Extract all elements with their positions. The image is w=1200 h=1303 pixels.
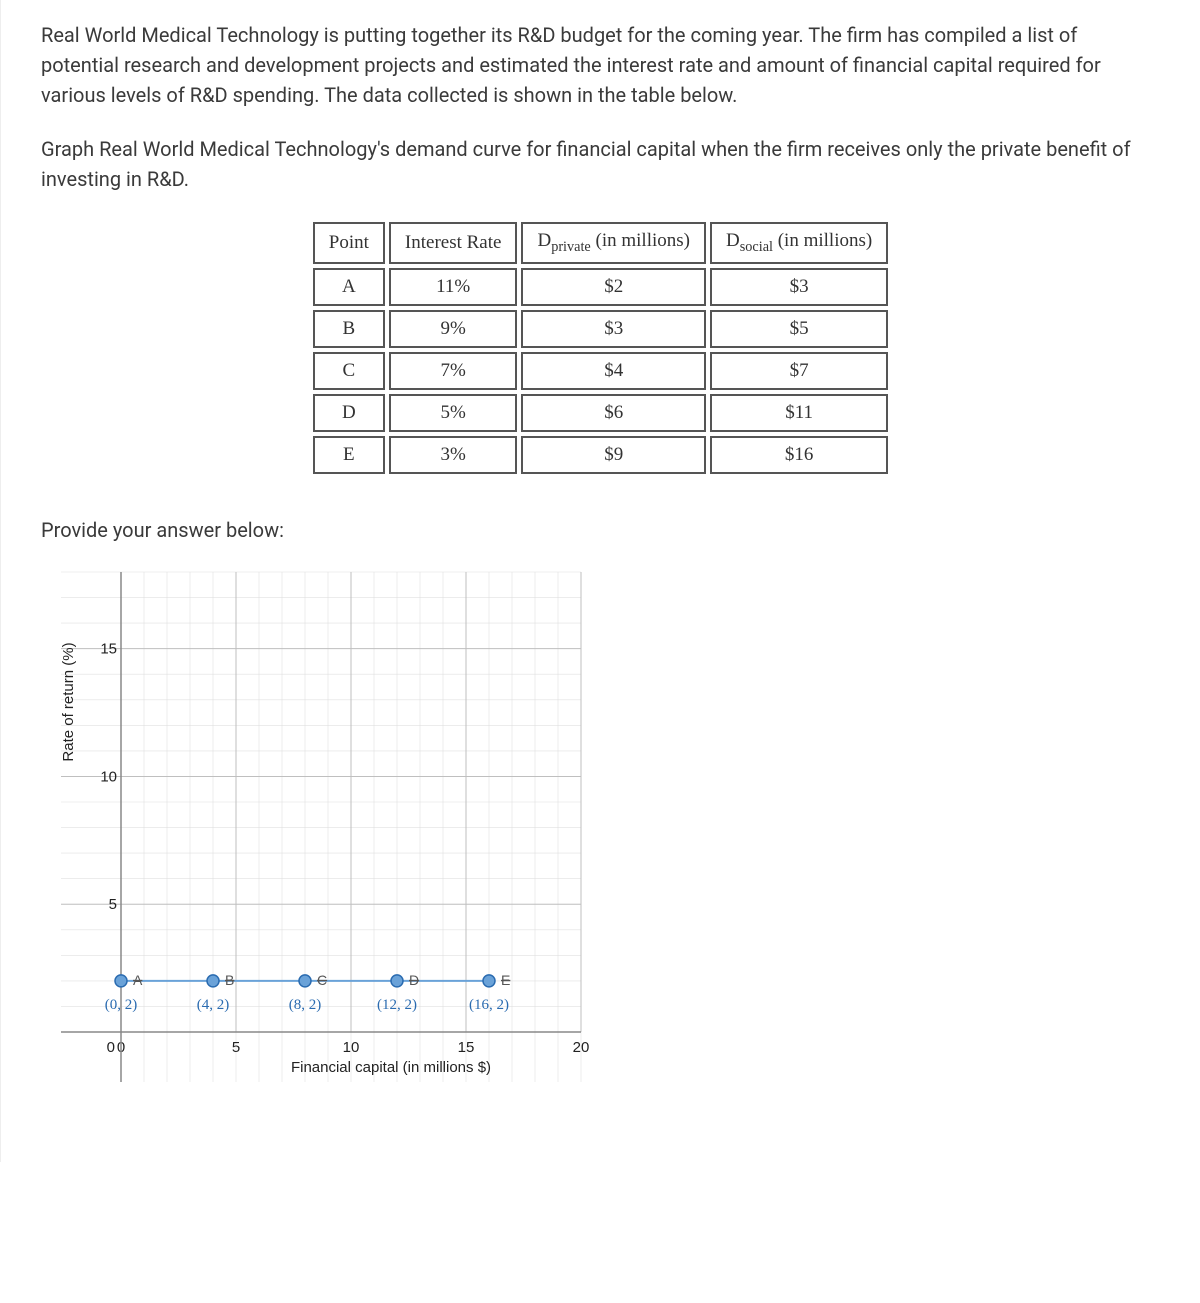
svg-text:20: 20 — [573, 1039, 590, 1056]
svg-text:B: B — [225, 972, 234, 988]
svg-text:D: D — [409, 972, 419, 988]
col-dprivate: Dprivate (in millions) — [521, 222, 706, 264]
table-cell: $5 — [710, 310, 888, 348]
svg-text:(16, 2): (16, 2) — [469, 997, 509, 1013]
svg-text:(12, 2): (12, 2) — [377, 997, 417, 1013]
table-cell: B — [313, 310, 385, 348]
table-cell: C — [313, 352, 385, 390]
svg-text:C: C — [317, 972, 327, 988]
data-table: Point Interest Rate Dprivate (in million… — [309, 218, 892, 478]
question-paragraph-1: Real World Medical Technology is putting… — [41, 20, 1160, 110]
table-row: B9%$3$5 — [313, 310, 888, 348]
svg-text:0: 0 — [107, 1039, 115, 1056]
table-cell: $9 — [521, 436, 706, 474]
svg-text:Rate of return (%): Rate of return (%) — [60, 642, 77, 761]
svg-text:E: E — [501, 972, 510, 988]
svg-text:10: 10 — [343, 1039, 360, 1056]
dsocial-sub: social — [740, 239, 773, 255]
svg-text:5: 5 — [232, 1039, 240, 1056]
table-cell: $7 — [710, 352, 888, 390]
svg-text:A: A — [133, 972, 143, 988]
table-cell: $3 — [521, 310, 706, 348]
table-cell: 7% — [389, 352, 518, 390]
dprivate-sub: private — [551, 239, 591, 255]
chart[interactable]: 05101520510150Financial capital (in mill… — [41, 562, 601, 1122]
col-point: Point — [313, 222, 385, 264]
dsocial-suffix: (in millions) — [773, 230, 872, 251]
svg-text:Financial capital (in millions: Financial capital (in millions $) — [291, 1059, 491, 1076]
svg-text:15: 15 — [458, 1039, 475, 1056]
table-cell: $16 — [710, 436, 888, 474]
table-cell: E — [313, 436, 385, 474]
table-cell: A — [313, 268, 385, 306]
dprivate-prefix: D — [537, 230, 551, 251]
table-cell: $6 — [521, 394, 706, 432]
svg-text:(4, 2): (4, 2) — [197, 997, 230, 1013]
dsocial-prefix: D — [726, 230, 740, 251]
table-cell: 11% — [389, 268, 518, 306]
table-cell: $2 — [521, 268, 706, 306]
table-cell: $3 — [710, 268, 888, 306]
svg-text:15: 15 — [100, 640, 117, 657]
svg-text:(8, 2): (8, 2) — [289, 997, 322, 1013]
table-cell: 3% — [389, 436, 518, 474]
col-dsocial: Dsocial (in millions) — [710, 222, 888, 264]
chart-svg[interactable]: 05101520510150Financial capital (in mill… — [41, 562, 601, 1122]
table-cell: 5% — [389, 394, 518, 432]
table-row: A11%$2$3 — [313, 268, 888, 306]
answer-prompt: Provide your answer below: — [41, 518, 1160, 542]
question-container: Real World Medical Technology is putting… — [0, 0, 1200, 1162]
col-interest: Interest Rate — [389, 222, 518, 264]
table-row: D5%$6$11 — [313, 394, 888, 432]
svg-text:10: 10 — [100, 768, 117, 785]
svg-text:(0, 2): (0, 2) — [105, 997, 138, 1013]
table-cell: 9% — [389, 310, 518, 348]
table-cell: D — [313, 394, 385, 432]
table-cell: $4 — [521, 352, 706, 390]
table-row: E3%$9$16 — [313, 436, 888, 474]
question-paragraph-2: Graph Real World Medical Technology's de… — [41, 134, 1160, 194]
svg-text:5: 5 — [109, 896, 117, 913]
table-cell: $11 — [710, 394, 888, 432]
table-row: C7%$4$7 — [313, 352, 888, 390]
dprivate-suffix: (in millions) — [591, 230, 690, 251]
